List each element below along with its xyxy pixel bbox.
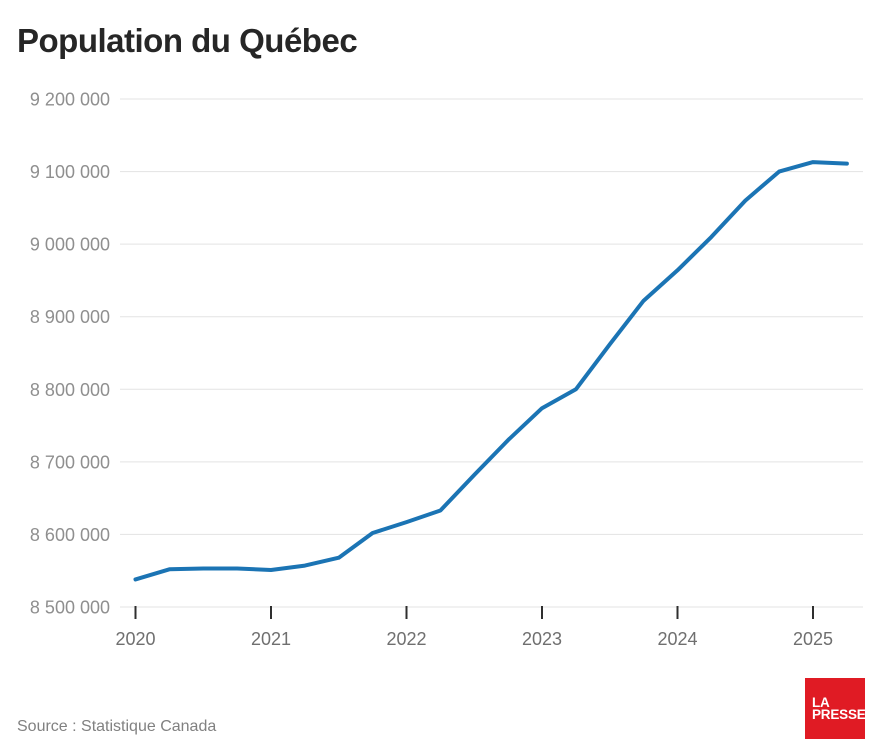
source-caption: Source : Statistique Canada <box>17 718 217 735</box>
y-tick-label: 8 700 000 <box>30 452 110 472</box>
x-tick-label: 2020 <box>115 629 155 649</box>
y-tick-label: 8 500 000 <box>30 598 110 618</box>
x-tick-label: 2023 <box>522 629 562 649</box>
chart-title: Population du Québec <box>17 22 358 59</box>
x-tick-label: 2021 <box>251 629 291 649</box>
y-tick-label: 8 600 000 <box>30 525 110 545</box>
grid-lines <box>120 98 863 608</box>
y-tick-label: 9 200 000 <box>30 90 110 110</box>
logo-line2: PRESSE <box>812 706 866 722</box>
y-axis-labels: 8 500 000 8 600 000 8 700 000 8 800 000 8 90… <box>30 90 110 618</box>
lapresse-logo: LA PRESSE <box>805 678 866 739</box>
y-tick-label: 9 100 000 <box>30 162 110 182</box>
x-tick-label: 2024 <box>657 629 697 649</box>
x-axis-ticks <box>134 606 814 619</box>
x-tick-label: 2025 <box>793 629 833 649</box>
population-line <box>133 160 849 582</box>
y-tick-label: 8 900 000 <box>30 307 110 327</box>
x-tick-label: 2022 <box>386 629 426 649</box>
y-tick-label: 8 800 000 <box>30 380 110 400</box>
x-axis-labels: 2020 2021 2022 2023 2024 2025 <box>115 629 833 649</box>
y-tick-label: 9 000 000 <box>30 235 110 255</box>
logo-line1: LA <box>812 695 830 710</box>
